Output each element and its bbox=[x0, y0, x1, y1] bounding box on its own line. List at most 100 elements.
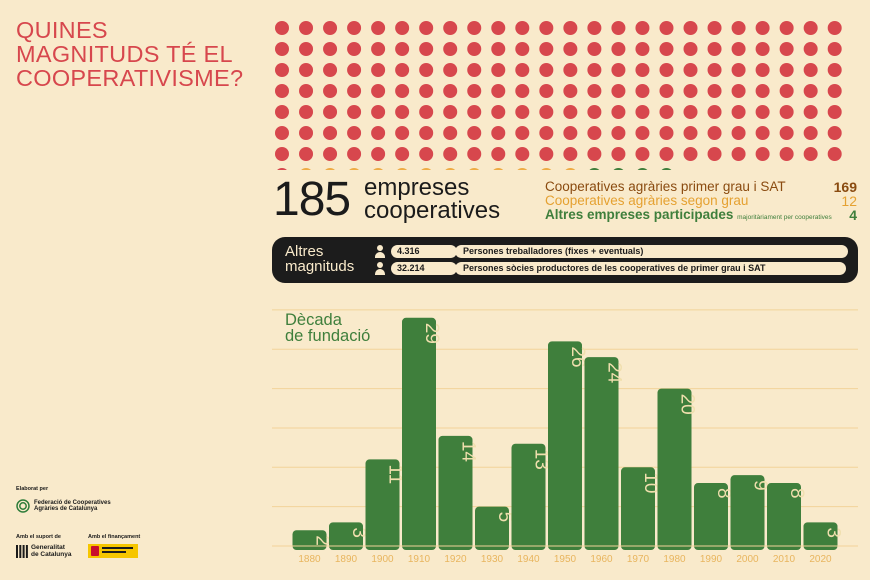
company-dot bbox=[515, 105, 530, 119]
company-dot bbox=[637, 168, 648, 170]
title-line: MAGNITUDS TÉ EL bbox=[16, 41, 233, 67]
bar-1980 bbox=[657, 388, 692, 550]
bar-1880 bbox=[292, 530, 327, 550]
company-dot bbox=[587, 84, 602, 98]
bar-value-label: 13 bbox=[531, 449, 552, 470]
company-dot bbox=[611, 84, 626, 98]
company-dot bbox=[347, 63, 362, 77]
company-dot bbox=[491, 84, 506, 98]
company-dot bbox=[419, 21, 434, 35]
company-dot bbox=[683, 21, 698, 35]
company-dot bbox=[563, 21, 578, 35]
company-dot bbox=[803, 126, 818, 140]
mag-title-line: Altres bbox=[285, 243, 324, 260]
company-dot bbox=[395, 105, 410, 119]
generalitat-line: de Catalunya bbox=[31, 550, 72, 558]
company-dot bbox=[803, 105, 818, 119]
bar-value-label: 29 bbox=[421, 323, 442, 344]
magnitude-label: Persones treballadores (fixes + eventual… bbox=[463, 246, 644, 256]
company-dot bbox=[659, 84, 674, 98]
company-dot bbox=[539, 21, 554, 35]
company-dot bbox=[539, 63, 554, 77]
company-dot bbox=[803, 42, 818, 56]
company-dot bbox=[467, 84, 482, 98]
company-dot bbox=[491, 42, 506, 56]
title-line: QUINES bbox=[16, 17, 108, 43]
magnitude-value: 32.214 bbox=[397, 263, 425, 273]
company-dot bbox=[323, 63, 338, 77]
company-dot bbox=[707, 42, 722, 56]
bar-value-label: 9 bbox=[750, 480, 771, 491]
other-magnitudes-title: Altres magnituds bbox=[285, 244, 354, 274]
company-dot bbox=[515, 126, 530, 140]
generalitat-line: Generalitat bbox=[31, 544, 65, 551]
company-dot bbox=[755, 42, 770, 56]
bar-2000 bbox=[730, 475, 765, 550]
company-dot bbox=[755, 105, 770, 119]
company-dot bbox=[299, 147, 314, 161]
company-dot bbox=[347, 84, 362, 98]
company-dot bbox=[803, 21, 818, 35]
company-dot bbox=[539, 42, 554, 56]
company-dot bbox=[755, 126, 770, 140]
company-dot bbox=[443, 147, 458, 161]
bar-value-label: 10 bbox=[640, 472, 661, 493]
company-dot bbox=[683, 84, 698, 98]
company-dot bbox=[635, 63, 650, 77]
company-dot bbox=[563, 126, 578, 140]
bar-1920 bbox=[438, 435, 473, 550]
company-dot bbox=[635, 42, 650, 56]
company-dot bbox=[707, 147, 722, 161]
company-dot bbox=[803, 84, 818, 98]
company-dot bbox=[539, 105, 554, 119]
company-dot bbox=[635, 84, 650, 98]
company-dot bbox=[635, 126, 650, 140]
x-tick-label: 1980 bbox=[663, 554, 686, 565]
bar-value-label: 2 bbox=[312, 535, 333, 546]
company-dot bbox=[611, 63, 626, 77]
bar-1900 bbox=[365, 459, 400, 550]
company-dot bbox=[707, 21, 722, 35]
company-dot bbox=[539, 147, 554, 161]
company-dot bbox=[467, 147, 482, 161]
company-dot bbox=[371, 126, 386, 140]
company-dot bbox=[635, 147, 650, 161]
bar-1990 bbox=[694, 483, 728, 550]
company-dot bbox=[731, 126, 746, 140]
chart-title-line: de fundació bbox=[285, 327, 371, 345]
federation-logo-icon bbox=[16, 499, 30, 513]
company-dot bbox=[419, 42, 434, 56]
company-dot bbox=[659, 147, 674, 161]
chart-title-line: Dècada bbox=[285, 311, 342, 329]
company-dot bbox=[755, 63, 770, 77]
company-dot bbox=[395, 126, 410, 140]
credits-elaborat: Elaborat per bbox=[16, 486, 49, 492]
company-dot bbox=[467, 126, 482, 140]
credits-suport: Amb el suport de bbox=[16, 534, 61, 540]
x-tick-label: 1880 bbox=[298, 554, 321, 565]
company-dot bbox=[587, 21, 602, 35]
mag-title-line: magnituds bbox=[285, 258, 355, 275]
credits-financament: Amb el finançament bbox=[88, 534, 141, 540]
category-name: Cooperatives agràries segon grau bbox=[545, 193, 749, 208]
company-dot bbox=[683, 42, 698, 56]
company-dot bbox=[299, 126, 314, 140]
company-dot bbox=[539, 84, 554, 98]
magnitude-label-pill: Persones treballadores (fixes + eventual… bbox=[455, 245, 848, 258]
company-dot bbox=[299, 63, 314, 77]
company-dot bbox=[395, 63, 410, 77]
company-dot bbox=[563, 42, 578, 56]
company-dot bbox=[587, 63, 602, 77]
company-dot bbox=[635, 21, 650, 35]
x-tick-label: 1930 bbox=[481, 554, 504, 565]
company-dot bbox=[611, 21, 626, 35]
federation-line: Federació de Cooperatives bbox=[34, 500, 111, 506]
bar-1890 bbox=[329, 522, 363, 550]
company-dot bbox=[827, 63, 842, 77]
total-companies-label: empreses cooperatives bbox=[364, 176, 500, 223]
person-icon bbox=[375, 245, 385, 258]
company-dot bbox=[515, 84, 530, 98]
company-dot bbox=[563, 84, 578, 98]
bar-value-label: 20 bbox=[677, 394, 698, 415]
company-dot bbox=[277, 168, 287, 170]
